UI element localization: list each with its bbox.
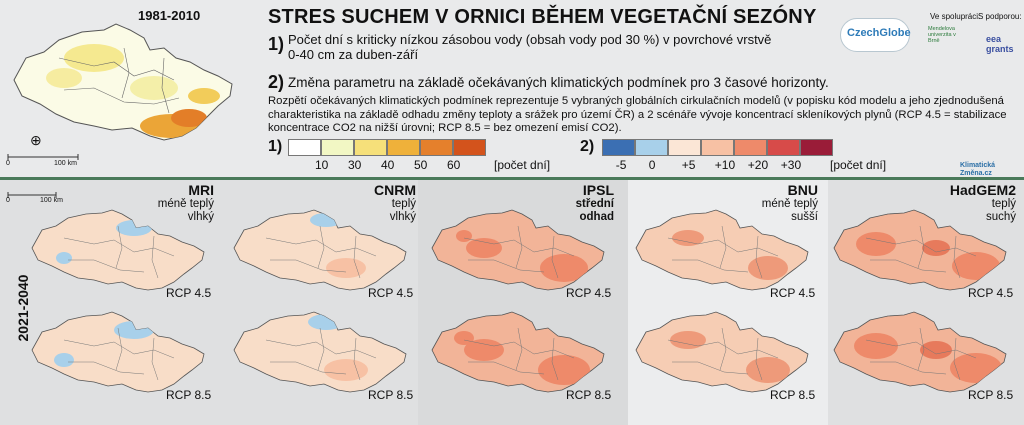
legend-swatch	[701, 139, 734, 156]
klimaticka-text: Klimatická	[960, 162, 996, 169]
scale-bar-small-icon	[7, 192, 57, 198]
baseline-map	[13, 23, 233, 141]
item1-number: 1)	[268, 34, 285, 54]
model-char-2: odhad	[579, 211, 615, 223]
model-char-2: suchý	[985, 211, 1016, 223]
rcp-label-rcp45: RCP 4.5	[770, 286, 816, 300]
map-cnrm-rcp85	[233, 311, 407, 393]
map-cnrm-rcp45	[233, 209, 407, 291]
legend-tick: 40	[381, 158, 395, 172]
model-char-2: sušší	[791, 211, 818, 223]
period-title: 1981-2010	[138, 8, 201, 23]
model-char-1: méně teplý	[157, 198, 214, 210]
model-char-1: teplý	[991, 198, 1016, 210]
scale-small-zero: 0	[6, 197, 10, 204]
legend-tick: 50	[414, 158, 428, 172]
rcp-label-rcp85: RCP 8.5	[968, 388, 1014, 402]
item2-text: Změna parametru na základě očekávaných k…	[288, 75, 829, 90]
legend-swatch	[767, 139, 800, 156]
page-title: STRES SUCHEM V ORNICI BĚHEM VEGETAČNÍ SE…	[268, 6, 817, 28]
legend-swatch	[420, 139, 453, 156]
map-hadgem2-rcp45	[833, 209, 1007, 291]
scale-bar-icon	[7, 154, 79, 160]
divider	[0, 177, 1024, 180]
legend-tick: +30	[780, 158, 802, 172]
legend-tick: 10	[315, 158, 329, 172]
legend-tick: +10	[714, 158, 736, 172]
legend1-unit: [počet dní]	[494, 158, 551, 172]
map-mri-rcp45	[31, 209, 205, 291]
model-char-1: střední	[575, 198, 614, 210]
map-bnu-rcp85	[635, 311, 809, 393]
map-bnu-rcp45	[635, 209, 809, 291]
czechglobe-logo: CzechGlobe	[840, 18, 911, 52]
rcp-label-rcp85: RCP 8.5	[166, 388, 212, 402]
map-ipsl-rcp45	[431, 209, 605, 291]
legend-tick: +20	[747, 158, 769, 172]
legend-swatch	[321, 139, 354, 156]
legend-swatch	[602, 139, 635, 156]
zmena-text: Změna.cz	[960, 170, 992, 177]
map-ipsl-rcp85	[431, 311, 605, 393]
item1-line1: Počet dní s kriticky nízkou zásobou vody…	[288, 32, 772, 47]
item2-number: 2)	[268, 72, 285, 92]
legend-swatch	[635, 139, 668, 156]
support-label: S podporou:	[978, 12, 1022, 21]
klimaticka-logo: Klimatická Změna.cz	[960, 162, 995, 178]
rcp-label-rcp85: RCP 8.5	[566, 388, 612, 402]
legend-tick: 60	[447, 158, 461, 172]
rcp-label-rcp85: RCP 8.5	[368, 388, 414, 402]
legend-swatch	[387, 139, 420, 156]
model-name-mri: MRI	[188, 182, 214, 198]
map-mri-rcp85	[31, 311, 205, 393]
legend-tick: +5	[681, 158, 696, 172]
rcp-label-rcp45: RCP 4.5	[368, 286, 414, 300]
rcp-label-rcp85: RCP 8.5	[770, 388, 816, 402]
model-char-2: vlhký	[187, 211, 214, 223]
model-char-1: méně teplý	[761, 198, 818, 210]
mendel-logo: Mendelova univerzita v Brně	[928, 26, 956, 44]
model-char-1: teplý	[391, 198, 416, 210]
cooperation-label: Ve spolupráci:	[930, 12, 981, 21]
model-name-bnu: BNU	[787, 182, 818, 198]
scale-small-distance: 100 km	[40, 197, 63, 204]
model-name-ipsl: IPSL	[582, 182, 614, 198]
czechglobe-label: CzechGlobe	[847, 27, 911, 39]
legend2-unit: [počet dní]	[830, 158, 887, 172]
legend2-label: 2)	[580, 138, 595, 155]
legend-tick: 0	[648, 158, 656, 172]
legend-tick: 30	[348, 158, 362, 172]
scale-distance: 100 km	[54, 160, 77, 167]
scale-zero: 0	[6, 160, 10, 167]
legend1-label: 1)	[268, 138, 283, 155]
legend-tick: -5	[615, 158, 627, 172]
model-char-2: vlhký	[389, 211, 416, 223]
model-name-hadgem2: HadGEM2	[949, 182, 1016, 198]
north-arrow-icon: ⊕	[30, 132, 42, 148]
rcp-label-rcp45: RCP 4.5	[968, 286, 1014, 300]
rcp-label-rcp45: RCP 4.5	[566, 286, 612, 300]
description-note: Rozpětí očekávaných klimatických podmíne…	[268, 95, 1007, 135]
model-name-cnrm: CNRM	[374, 182, 416, 198]
legend-swatch	[288, 139, 321, 156]
legend-swatch	[668, 139, 701, 156]
item1-line2: 0-40 cm za duben-září	[288, 47, 419, 62]
rcp-label-rcp45: RCP 4.5	[166, 286, 212, 300]
map-hadgem2-rcp85	[833, 311, 1007, 393]
legend-swatch	[800, 139, 833, 156]
eea-logo: eea grants	[986, 34, 1014, 54]
legend-swatch	[453, 139, 486, 156]
legend-swatch	[734, 139, 767, 156]
legend-swatch	[354, 139, 387, 156]
